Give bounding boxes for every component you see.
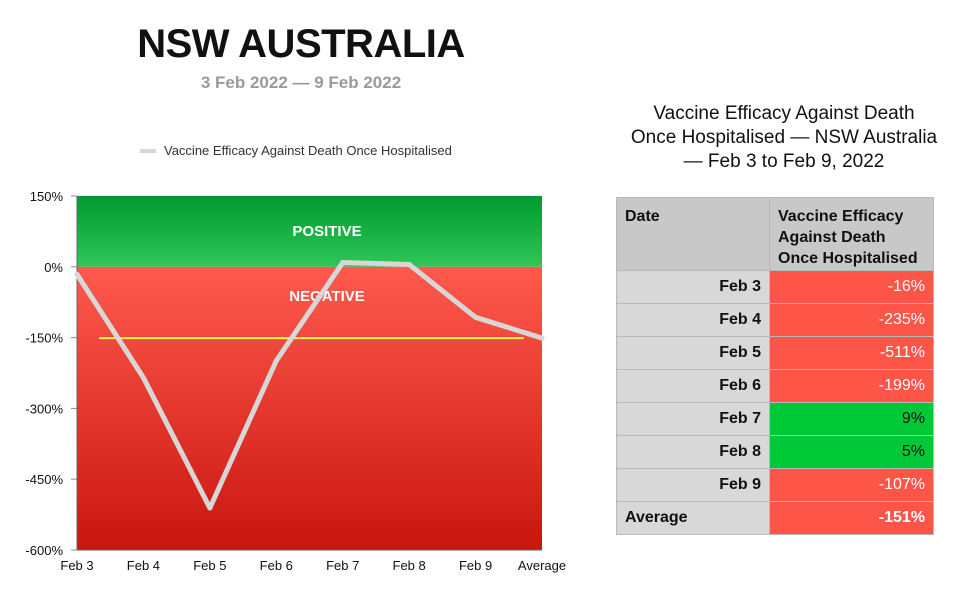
table-title-line: — Feb 3 to Feb 9, 2022 [683,151,885,172]
data-point [406,261,412,267]
cell-date: Feb 9 [616,468,770,502]
table-row: Feb 6 -199% [616,369,934,403]
x-tick-label: Feb 9 [459,558,492,573]
table-title-line: Vaccine Efficacy Against Death [653,103,915,124]
cell-efficacy: 9% [769,402,934,436]
data-point [473,314,479,320]
cell-date: Feb 4 [616,303,770,337]
chart-title: NSW AUSTRALIA [137,22,465,66]
cell-date: Feb 5 [616,336,770,370]
table-row: Average -151% [616,501,934,535]
data-point [539,335,545,341]
y-tick-label: 150% [30,189,64,204]
header-efficacy-line: Against Death [778,229,886,246]
table-row: Feb 7 9% [616,402,934,436]
data-point [273,358,279,364]
table-row: Feb 8 5% [616,435,934,469]
table-row: Feb 4 -235% [616,303,934,337]
cell-date: Feb 3 [616,270,770,304]
y-tick-label: -150% [25,331,63,346]
band-positive [77,196,542,267]
x-tick-label: Average [518,558,566,573]
cell-efficacy: -16% [769,270,934,304]
header-efficacy-line: Vaccine Efficacy [778,208,904,225]
cell-efficacy: -151% [769,501,934,535]
band-label: POSITIVE [292,223,361,240]
table-title: Vaccine Efficacy Against Death Once Hosp… [606,102,962,174]
x-tick-label: Feb 6 [260,558,293,573]
y-tick-label: 0% [44,260,63,275]
chart-subtitle: 3 Feb 2022 — 9 Feb 2022 [200,73,402,92]
header-efficacy: Vaccine Efficacy Against Death Once Hosp… [769,197,934,271]
data-point [340,260,346,266]
x-tick-label: Feb 4 [127,558,160,573]
x-tick-label: Feb 5 [193,558,226,573]
table-row: Feb 5 -511% [616,336,934,370]
y-tick-label: -600% [25,543,63,558]
x-tick-label: Feb 7 [326,558,359,573]
x-tick-label: Feb 3 [60,558,93,573]
y-tick-label: -300% [25,401,63,416]
line-chart: POSITIVE NEGATIVE 150% 0% -150% -300% -450% -60… [25,189,566,573]
data-point [74,271,80,277]
table-title-line: Once Hospitalised — NSW Australia [630,127,938,148]
legend-line-swatch [140,148,156,153]
cell-efficacy: -511% [769,336,934,370]
x-tick-label: Feb 8 [393,558,426,573]
cell-date: Average [616,501,770,535]
header-efficacy-line: Once Hospitalised [778,250,918,267]
y-tick-label: -450% [25,472,63,487]
cell-date: Feb 8 [616,435,770,469]
cell-efficacy: -107% [769,468,934,502]
series-line [74,260,545,511]
efficacy-table: Date Vaccine Efficacy Against Death Once… [616,197,934,535]
table-body: Feb 3 -16% Feb 4 -235% Feb 5 -511% Feb 6 -199% F… [616,270,934,535]
chart-legend: Vaccine Efficacy Against Death Once Hosp… [140,143,452,158]
cell-date: Feb 6 [616,369,770,403]
header-date: Date [616,197,770,271]
band-label: NEGATIVE [289,288,365,305]
table-row: Feb 3 -16% [616,270,934,304]
data-point [207,505,213,511]
data-point [140,375,146,381]
cell-efficacy: 5% [769,435,934,469]
cell-efficacy: -199% [769,369,934,403]
table-row: Feb 9 -107% [616,468,934,502]
cell-efficacy: -235% [769,303,934,337]
legend-label: Vaccine Efficacy Against Death Once Hosp… [164,143,452,158]
cell-date: Feb 7 [616,402,770,436]
table-header-row: Date Vaccine Efficacy Against Death Once… [616,197,934,271]
